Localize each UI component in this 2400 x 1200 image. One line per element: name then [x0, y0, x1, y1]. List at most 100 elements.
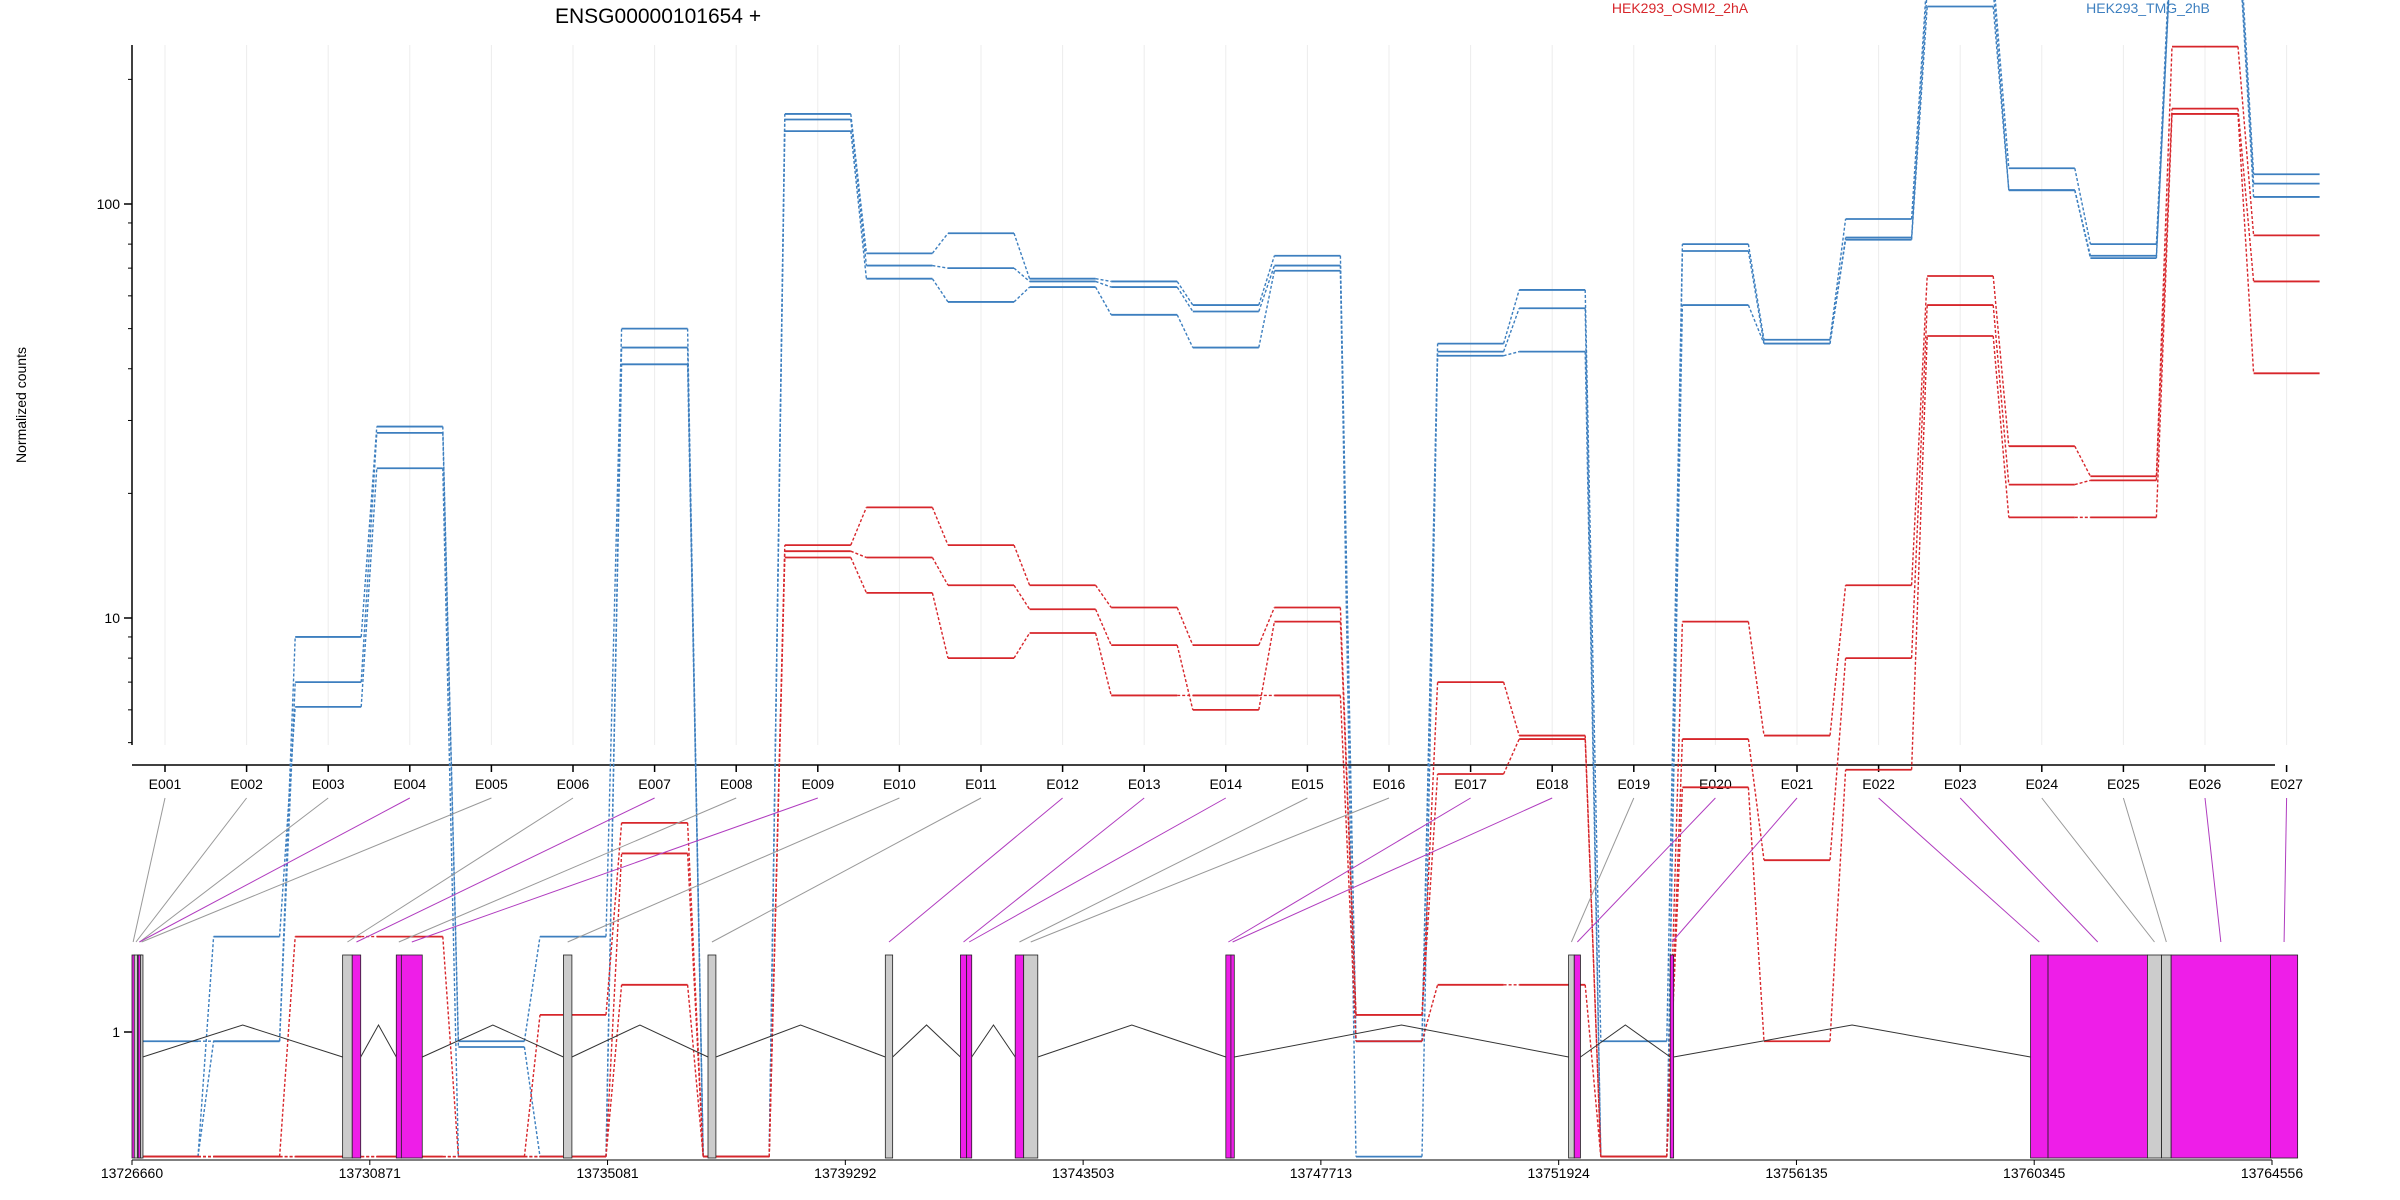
exon-block-e021	[1669, 954, 1675, 1159]
transition-segment	[442, 432, 460, 1048]
intron-line	[715, 1024, 886, 1058]
transition-segment	[1094, 286, 1112, 316]
connector-e020	[1576, 797, 1716, 943]
exon-connectors	[132, 797, 2288, 943]
x-tick-label: E026	[2189, 776, 2222, 792]
connector-e017	[1228, 797, 1471, 943]
exon-block-e017	[1225, 954, 1232, 1159]
intron-line	[1037, 1024, 1226, 1058]
transition-segment	[197, 936, 215, 1157]
transition-segment	[1094, 632, 1112, 696]
x-tick-label: E017	[1454, 776, 1487, 792]
transition-segment	[1910, 305, 1928, 659]
genome-tick-label: 13751924	[1528, 1165, 1591, 1181]
exon-block-e024	[2147, 954, 2162, 1159]
exon-block-e026	[2170, 954, 2271, 1159]
intron-line	[422, 1024, 564, 1058]
transition-segment	[605, 822, 623, 1015]
transition-segment	[1747, 787, 1765, 1042]
x-tick-label: E004	[393, 776, 426, 792]
x-tick-label: E018	[1536, 776, 1569, 792]
transition-segment	[1258, 607, 1276, 646]
transition-segment	[1666, 621, 1684, 1157]
transition-segment	[1421, 984, 1439, 1042]
transition-segment	[768, 131, 786, 1157]
x-tick-label: E022	[1862, 776, 1895, 792]
legend-hek293-osmi2-2ha: HEK293_OSMI2_2hA	[1612, 0, 1749, 16]
connector-e014	[968, 797, 1227, 943]
transition-segment	[1747, 621, 1765, 736]
connector-e004	[139, 797, 411, 943]
connector-e024	[2041, 797, 2155, 943]
exon-block-e022	[2030, 954, 2049, 1159]
x-tick-label: E025	[2107, 776, 2140, 792]
transition-segment	[931, 232, 949, 254]
transition-segment	[686, 853, 704, 1157]
exon-block-e025	[2161, 954, 2172, 1159]
genome-tick-label: 13739292	[814, 1165, 877, 1181]
transition-segment	[850, 507, 868, 546]
x-tick-label: E024	[2025, 776, 2058, 792]
connector-e023	[1959, 797, 2099, 943]
transition-segment	[1421, 682, 1439, 1015]
transition-segment	[1258, 270, 1276, 348]
exon-block-e027	[2270, 954, 2299, 1159]
x-tick-label: E014	[1209, 776, 1242, 792]
transition-segment	[1992, 305, 2010, 485]
x-tick-label: E003	[312, 776, 345, 792]
transition-segment	[768, 557, 786, 1157]
x-tick-label: E006	[557, 776, 590, 792]
intron-line	[1234, 1024, 1569, 1058]
transition-segment	[2074, 479, 2091, 486]
intron-line	[360, 1023, 397, 1058]
transition-segment	[2074, 445, 2092, 477]
gene-model	[131, 954, 2299, 1159]
x-tick-label: E023	[1944, 776, 1977, 792]
connector-e010	[567, 797, 900, 943]
transition-segment	[1339, 695, 1357, 1042]
transition-segment	[1339, 621, 1357, 1015]
transition-segment	[1258, 621, 1276, 710]
connector-e016	[1030, 797, 1390, 943]
connector-e027	[2283, 797, 2288, 943]
transition-segment	[1910, 0, 1927, 220]
exon-block-e008	[395, 954, 402, 1159]
intron-line	[571, 1024, 709, 1058]
transition-segment	[686, 822, 704, 1157]
x-tick-label: E013	[1128, 776, 1161, 792]
transition-segment	[2237, 113, 2255, 374]
transition-segment	[1910, 0, 1928, 238]
legend-hek293-tmg-2hb: HEK293_TMG_2hB	[2086, 0, 2210, 16]
connector-e015	[1019, 797, 1308, 943]
transition-segment	[523, 1014, 541, 1157]
intron-line	[1673, 1024, 2031, 1058]
transition-segment	[1421, 343, 1439, 1042]
transition-segment	[1992, 6, 2010, 191]
transition-segment	[1013, 286, 1031, 303]
transition-segment	[360, 432, 378, 683]
genome-tick-label: 13726660	[101, 1165, 164, 1181]
x-tick-label: E019	[1617, 776, 1650, 792]
transition-segment	[932, 264, 949, 269]
series-lines	[132, 0, 2320, 1158]
x-tick-label: E002	[230, 776, 263, 792]
x-tick-label: E010	[883, 776, 916, 792]
transition-segment	[931, 507, 949, 546]
transition-segment	[850, 550, 867, 559]
transition-segment	[1013, 544, 1031, 586]
transition-segment	[1339, 265, 1357, 1042]
exon-block-e016	[1023, 954, 1039, 1159]
transition-segment	[1176, 607, 1194, 646]
exon-block-e018	[1230, 954, 1235, 1159]
transition-segment	[1666, 305, 1684, 1157]
transition-segment	[1503, 350, 1520, 357]
connector-e009	[411, 797, 818, 943]
transition-segment	[2242, 0, 2255, 175]
transition-segment	[1994, 0, 2010, 169]
transition-segment	[1992, 335, 2010, 518]
transition-segment	[1421, 773, 1439, 1015]
x-tick-label: E027	[2270, 776, 2303, 792]
transition-segment	[1013, 584, 1031, 610]
exon-block-e012	[884, 954, 894, 1159]
